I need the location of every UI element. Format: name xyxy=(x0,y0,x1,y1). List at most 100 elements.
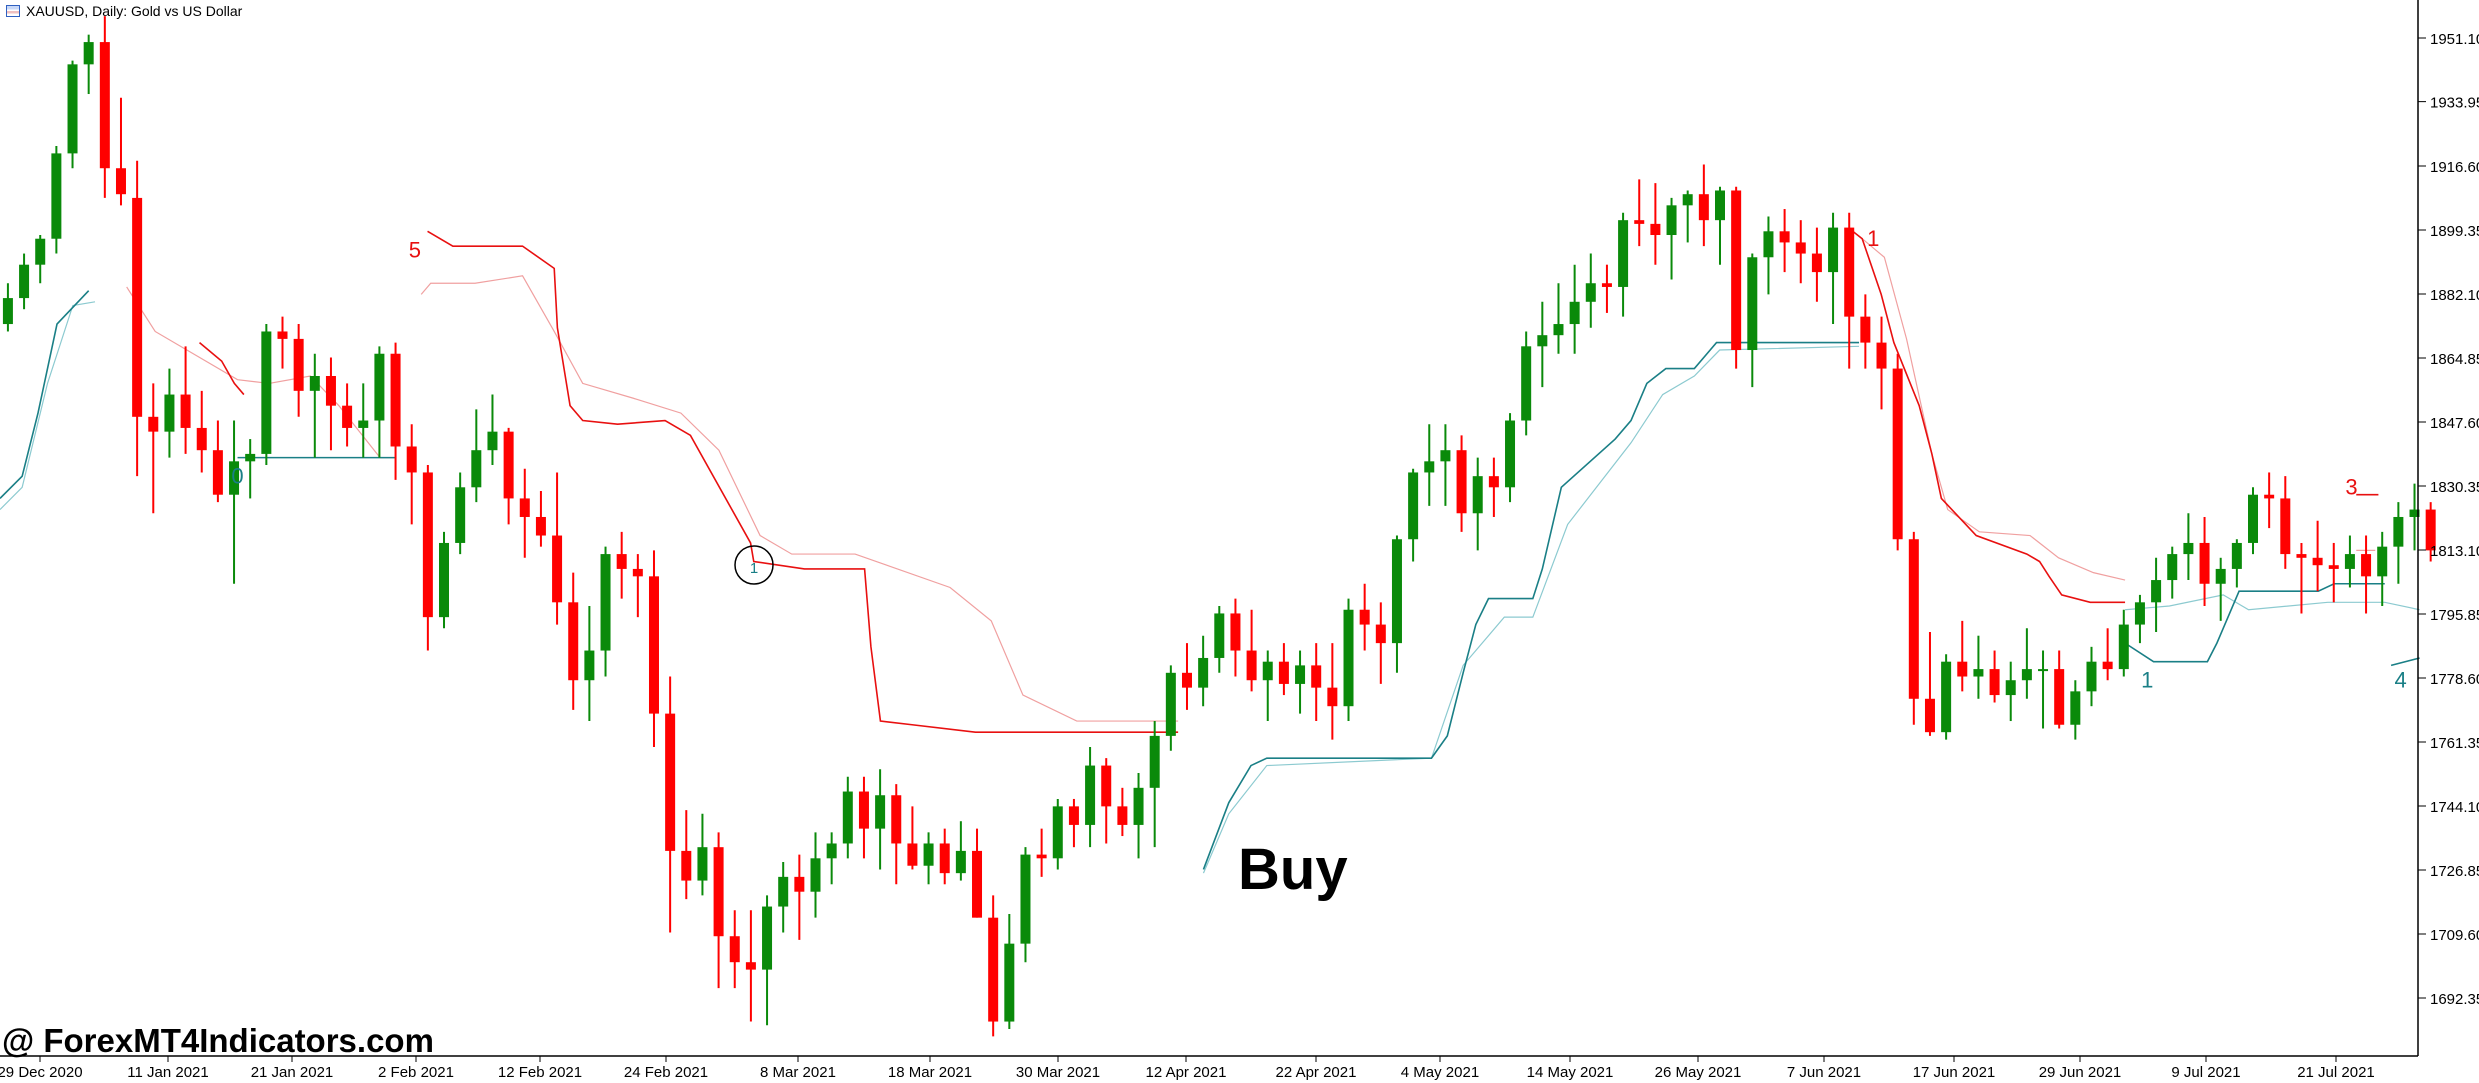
watermark: @ ForexMT4Indicators.com xyxy=(2,1022,434,1059)
y-tick-label: 1744.10 xyxy=(2430,799,2479,816)
candle xyxy=(51,145,62,254)
candle xyxy=(762,895,773,1026)
y-tick-label: 1847.60 xyxy=(2430,415,2479,432)
candle xyxy=(1924,631,1935,736)
candle xyxy=(778,862,789,933)
candle xyxy=(2021,628,2032,699)
upper-band-pale xyxy=(126,286,396,459)
x-tick-label: 4 May 2021 xyxy=(1401,1064,1479,1081)
candle xyxy=(2005,661,2016,722)
candle xyxy=(2296,542,2307,614)
candle xyxy=(1505,413,1516,503)
lower-band-line xyxy=(2390,657,2420,667)
upper-band-line xyxy=(199,341,245,396)
candle xyxy=(83,34,94,95)
candle xyxy=(665,676,676,933)
signal-labels: 5 0 1 1 3 4 xyxy=(231,226,2406,693)
candle xyxy=(148,383,159,514)
signal-label: 4 xyxy=(2394,668,2406,693)
candle xyxy=(713,832,724,989)
candle xyxy=(1359,583,1370,651)
x-tick-label: 26 May 2021 xyxy=(1655,1064,1742,1081)
candle xyxy=(1262,650,1273,722)
x-tick-label: 29 Dec 2020 xyxy=(0,1064,83,1081)
y-tick-label: 1830.35 xyxy=(2430,479,2479,496)
candle xyxy=(1004,913,1015,1029)
candle xyxy=(1117,787,1128,837)
candle xyxy=(1714,186,1725,265)
candle xyxy=(1989,650,2000,703)
y-tick-label: 1795.85 xyxy=(2430,607,2479,624)
candle xyxy=(923,832,934,885)
candle xyxy=(826,832,837,885)
candle xyxy=(245,439,256,499)
candle xyxy=(1020,847,1031,963)
candle xyxy=(1311,643,1322,722)
candle xyxy=(1440,424,1451,506)
candle xyxy=(1521,331,1532,436)
candle xyxy=(1908,531,1919,725)
x-tick-label: 30 Mar 2021 xyxy=(1016,1064,1100,1081)
candle xyxy=(1779,209,1790,273)
chart-title: XAUUSD, Daily: Gold vs US Dollar xyxy=(26,3,243,19)
candle xyxy=(455,472,466,555)
candle xyxy=(1731,186,1742,369)
candle xyxy=(568,572,579,710)
candle xyxy=(697,813,708,896)
y-tick-label: 1882.10 xyxy=(2430,287,2479,304)
y-tick-label: 1864.85 xyxy=(2430,351,2479,368)
candle xyxy=(1068,798,1079,848)
lower-band-pale xyxy=(1202,345,1860,874)
x-tick-label: 24 Feb 2021 xyxy=(624,1064,708,1081)
candle xyxy=(988,895,999,1037)
candle xyxy=(2118,609,2129,677)
candle xyxy=(729,910,740,989)
signal-label: 3 xyxy=(2345,475,2357,500)
candle xyxy=(503,427,514,525)
upper-band-pale xyxy=(420,275,1179,722)
chart-window-icon xyxy=(6,5,20,17)
candle xyxy=(374,346,385,458)
candle xyxy=(907,806,918,870)
candle xyxy=(1795,220,1806,284)
candle xyxy=(1456,435,1467,532)
x-tick-label: 7 Jun 2021 xyxy=(1787,1064,1861,1081)
candle xyxy=(2248,487,2259,555)
lower-band-pale xyxy=(2125,594,2420,611)
candle xyxy=(261,324,272,466)
chart-header: XAUUSD, Daily: Gold vs US Dollar xyxy=(6,3,242,19)
x-tick-label: 29 Jun 2021 xyxy=(2039,1064,2122,1081)
buy-signal-circle xyxy=(734,545,774,585)
candle xyxy=(2280,476,2291,569)
candle xyxy=(1085,747,1096,848)
candle xyxy=(1165,665,1176,751)
candle xyxy=(1844,212,1855,369)
candle xyxy=(1763,216,1774,295)
candle xyxy=(632,554,643,618)
x-tick-label: 21 Jan 2021 xyxy=(251,1064,334,1081)
signal-label: 1 xyxy=(2141,668,2153,693)
y-tick-label: 1709.60 xyxy=(2430,927,2479,944)
candle xyxy=(1036,828,1047,877)
candle xyxy=(2409,483,2420,551)
candle xyxy=(1634,179,1645,247)
signal-label: 0 xyxy=(231,464,243,489)
candle xyxy=(1472,457,1483,551)
candle xyxy=(1698,164,1709,247)
y-tick-label: 1933.95 xyxy=(2430,95,2479,112)
candle xyxy=(2086,646,2097,707)
candle xyxy=(1408,468,1419,562)
candle xyxy=(552,472,563,625)
candle xyxy=(1133,772,1144,859)
indicator-lines xyxy=(0,230,2420,874)
candle xyxy=(1391,535,1402,673)
candle xyxy=(1811,227,1822,302)
candle xyxy=(1537,301,1548,388)
candle xyxy=(406,424,417,525)
upper-band-line xyxy=(427,230,1179,733)
candle xyxy=(842,776,853,859)
candle xyxy=(584,606,595,722)
y-tick-label: 1813.10 xyxy=(2430,543,2479,560)
candle xyxy=(2199,516,2210,607)
